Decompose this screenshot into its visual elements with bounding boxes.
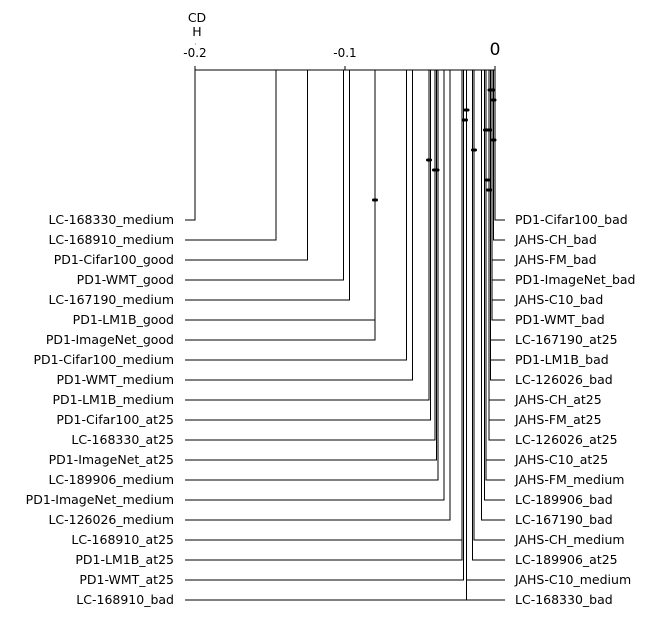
left-method-label: LC-168330_at25 xyxy=(71,432,174,447)
cd-letter: H xyxy=(192,24,201,39)
left-method-label: PD1-Cifar100_good xyxy=(54,252,174,267)
right-method-label: JAHS-C10_bad xyxy=(514,292,603,307)
left-method-label: PD1-ImageNet_at25 xyxy=(49,452,174,467)
left-method-label: LC-168910_medium xyxy=(48,232,174,247)
right-connector xyxy=(473,70,505,541)
right-connector xyxy=(491,70,505,321)
left-method-label: LC-126026_medium xyxy=(48,512,174,527)
left-method-label: PD1-Cifar100_medium xyxy=(33,352,174,367)
left-connector xyxy=(185,70,445,501)
left-method-label: PD1-ImageNet_medium xyxy=(26,492,174,507)
axis-ticks: -0.2 -0.1 0 xyxy=(183,40,500,70)
right-method-label: LC-189906_bad xyxy=(515,492,613,507)
left-connector xyxy=(185,70,439,481)
right-connector xyxy=(488,70,505,441)
right-method-label: LC-167190_at25 xyxy=(515,332,618,347)
right-method-label: PD1-ImageNet_bad xyxy=(515,272,636,287)
right-method-label: LC-126026_at25 xyxy=(515,432,618,447)
right-method-label: JAHS-C10_medium xyxy=(514,572,631,587)
left-method-label: PD1-LM1B_good xyxy=(73,312,174,327)
left-connector xyxy=(185,70,376,321)
left-method-label: LC-189906_medium xyxy=(48,472,174,487)
right-connector xyxy=(490,70,505,361)
left-method-labels: LC-168330_medium LC-168910_medium PD1-Cifa… xyxy=(26,212,174,607)
right-method-label: LC-168330_bad xyxy=(515,592,613,607)
right-connector xyxy=(494,70,505,221)
left-connector xyxy=(185,70,344,281)
right-method-label: JAHS-FM_bad xyxy=(514,252,597,267)
rank-connectors xyxy=(185,70,505,601)
left-connector xyxy=(185,70,463,541)
right-method-label: LC-167190_bad xyxy=(515,512,613,527)
left-connector xyxy=(185,70,430,401)
left-method-label: PD1-Cifar100_at25 xyxy=(56,412,174,427)
right-connector xyxy=(488,70,505,401)
right-method-labels: PD1-Cifar100_bad JAHS-CH_bad JAHS-FM_bad PD… xyxy=(514,212,636,607)
right-method-label: PD1-WMT_bad xyxy=(515,312,605,327)
left-method-label: LC-168330_medium xyxy=(48,212,174,227)
left-method-label: PD1-WMT_good xyxy=(77,272,174,287)
right-method-label: JAHS-CH_bad xyxy=(514,232,597,247)
cd-label: CD xyxy=(188,10,206,25)
right-connector xyxy=(466,70,505,601)
left-connector xyxy=(185,70,350,301)
left-connector xyxy=(185,70,407,361)
left-connector xyxy=(185,70,431,421)
clique-bars xyxy=(372,88,497,202)
left-connector xyxy=(185,70,451,521)
right-method-label: LC-126026_bad xyxy=(515,372,613,387)
left-connector xyxy=(185,70,376,341)
left-connector xyxy=(185,70,463,561)
right-method-label: JAHS-C10_at25 xyxy=(514,452,608,467)
left-method-label: LC-168910_bad xyxy=(76,592,174,607)
left-connector xyxy=(185,70,308,261)
right-connector xyxy=(493,70,505,241)
right-method-label: JAHS-CH_at25 xyxy=(514,392,602,407)
axis-tick-label: -0.1 xyxy=(333,46,356,60)
right-method-label: PD1-Cifar100_bad xyxy=(515,212,628,227)
left-connector xyxy=(185,70,464,581)
left-method-label: PD1-LM1B_at25 xyxy=(75,552,174,567)
left-method-label: PD1-LM1B_medium xyxy=(52,392,174,407)
right-method-label: JAHS-FM_at25 xyxy=(514,412,602,427)
right-connector xyxy=(488,70,505,421)
left-method-label: PD1-WMT_at25 xyxy=(79,572,174,587)
left-method-label: LC-168910_at25 xyxy=(71,532,174,547)
left-method-label: LC-167190_medium xyxy=(48,292,174,307)
left-method-label: PD1-WMT_medium xyxy=(56,372,174,387)
left-connector xyxy=(185,70,413,381)
axis-tick-label: 0 xyxy=(490,40,501,60)
right-connector xyxy=(490,70,505,381)
left-connector xyxy=(185,70,277,241)
right-connector xyxy=(485,70,505,481)
right-connector xyxy=(472,70,505,561)
left-connector xyxy=(185,70,436,441)
left-connector xyxy=(185,70,196,221)
right-method-label: JAHS-FM_medium xyxy=(514,472,624,487)
right-connector xyxy=(481,70,505,521)
right-connector xyxy=(484,70,505,501)
left-method-label: PD1-ImageNet_good xyxy=(46,332,174,347)
right-method-label: LC-189906_at25 xyxy=(515,552,618,567)
right-method-label: PD1-LM1B_bad xyxy=(515,352,609,367)
axis-tick-label: -0.2 xyxy=(183,46,206,60)
right-method-label: JAHS-CH_medium xyxy=(514,532,625,547)
left-connector xyxy=(185,70,437,461)
